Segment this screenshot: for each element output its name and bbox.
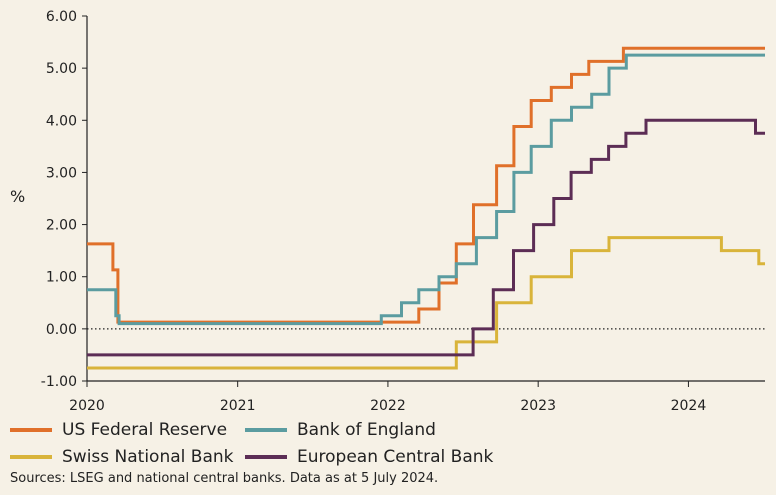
legend-label: Swiss National Bank: [62, 447, 234, 467]
y-tick-label: -1.00: [41, 374, 77, 390]
y-tick-label: 3.00: [46, 165, 77, 181]
legend-swatch: [245, 428, 287, 432]
legend-item-ecb: European Central Bank: [245, 445, 493, 469]
x-tick-label: 2020: [69, 398, 105, 412]
y-axis-label: %: [10, 187, 25, 206]
y-tick-label: 0.00: [46, 322, 77, 338]
y-tick-label: 4.00: [46, 113, 77, 129]
rates-chart: -1.00 0.00 1.00 2.00 3.00 4.00 5.00 6.00 2020 202…: [10, 9, 765, 412]
series-line-us-federal-reserve: [87, 46, 765, 324]
legend-swatch: [245, 455, 287, 459]
legend-swatch: [10, 455, 52, 459]
legend-label: Bank of England: [297, 420, 436, 440]
x-tick-label: 2022: [370, 398, 406, 412]
legend-item-snb: Swiss National Bank: [10, 445, 233, 469]
x-tick-label: 2024: [671, 398, 707, 412]
y-tick-label: 2.00: [46, 218, 77, 234]
chart-series: [87, 46, 765, 370]
series-line-european-central-bank: [87, 118, 765, 357]
legend-label: European Central Bank: [297, 447, 494, 467]
chart-axes: -1.00 0.00 1.00 2.00 3.00 4.00 5.00 6.00 2020 202…: [10, 9, 765, 412]
y-tick-label: 1.00: [46, 270, 77, 286]
legend-label: US Federal Reserve: [62, 420, 228, 440]
series-line-bank-of-england: [87, 53, 765, 326]
legend-item-boe: Bank of England: [245, 418, 436, 442]
source-note: Sources: LSEG and national central banks…: [10, 471, 439, 486]
y-tick-label: 5.00: [46, 61, 77, 77]
legend-swatch: [10, 428, 52, 432]
y-tick-label: 6.00: [46, 9, 77, 25]
x-tick-label: 2021: [220, 398, 256, 412]
x-tick-label: 2023: [520, 398, 556, 412]
series-line-swiss-national-bank: [87, 236, 765, 370]
legend-item-fed: US Federal Reserve: [10, 418, 227, 442]
